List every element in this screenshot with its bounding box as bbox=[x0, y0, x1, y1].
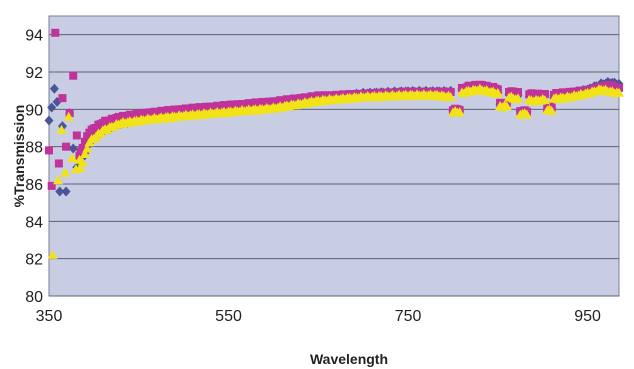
triangle-data-point bbox=[501, 101, 512, 111]
x-tick-label: 950 bbox=[574, 308, 601, 325]
square-data-point bbox=[51, 28, 60, 37]
plot-area bbox=[48, 15, 620, 297]
triangle-data-point bbox=[492, 87, 503, 97]
y-tick-label: 90 bbox=[25, 102, 43, 119]
y-tick-labels: 80 82 84 86 88 90 92 94 bbox=[25, 28, 43, 306]
triangle-data-point bbox=[539, 95, 550, 105]
diamond-data-point bbox=[47, 102, 57, 113]
x-tick-labels: 350 550 750 950 bbox=[36, 308, 601, 325]
triangle-data-point bbox=[521, 109, 532, 119]
data-markers bbox=[44, 28, 624, 259]
diamond-data-point bbox=[55, 186, 65, 197]
triangle-data-point bbox=[445, 92, 456, 102]
square-data-point bbox=[47, 181, 56, 190]
y-tick-label: 94 bbox=[25, 28, 43, 45]
diamond-data-point bbox=[49, 83, 59, 94]
x-tick-label: 750 bbox=[395, 308, 422, 325]
x-axis-title: Wavelength bbox=[310, 351, 388, 367]
square-data-point bbox=[65, 109, 74, 118]
diamond-data-point bbox=[44, 115, 54, 126]
y-tick-label: 80 bbox=[25, 289, 43, 306]
triangle-data-point bbox=[60, 167, 71, 177]
square-data-point bbox=[62, 142, 71, 151]
triangle-data-point bbox=[63, 111, 74, 121]
triangle-data-point bbox=[614, 87, 624, 97]
square-data-point bbox=[80, 137, 89, 146]
triangle-data-point bbox=[79, 149, 90, 159]
triangle-data-point bbox=[67, 152, 78, 162]
triangle-data-point bbox=[74, 154, 85, 164]
gridlines bbox=[49, 34, 619, 297]
square-data-point bbox=[514, 88, 523, 97]
triangle-data-point bbox=[47, 249, 58, 259]
y-axis-title: %Transmission bbox=[11, 105, 27, 208]
triangle-data-point bbox=[513, 93, 524, 103]
y-tick-label: 86 bbox=[25, 177, 43, 194]
square-data-point bbox=[58, 94, 67, 103]
square-data-point bbox=[446, 87, 455, 96]
y-tick-label: 88 bbox=[25, 140, 43, 157]
y-tick-label: 84 bbox=[25, 214, 43, 231]
triangle-data-point bbox=[454, 107, 465, 117]
triangle-data-point bbox=[70, 164, 81, 174]
diamond-data-point bbox=[68, 143, 78, 154]
square-data-point bbox=[540, 90, 549, 99]
square-data-point bbox=[69, 71, 78, 80]
triangle-data-point bbox=[546, 105, 557, 115]
x-tick-label: 550 bbox=[215, 308, 242, 325]
square-data-point bbox=[78, 143, 87, 152]
y-tick-label: 92 bbox=[25, 65, 43, 82]
square-data-point bbox=[54, 159, 63, 168]
x-tick-label: 350 bbox=[36, 308, 63, 325]
y-tick-label: 82 bbox=[25, 252, 43, 269]
square-data-point bbox=[45, 146, 53, 155]
diamond-data-point bbox=[61, 186, 71, 197]
triangle-data-point bbox=[52, 175, 63, 185]
triangle-data-point bbox=[56, 124, 67, 134]
square-data-point bbox=[72, 131, 81, 140]
triangle-data-point bbox=[82, 143, 93, 153]
